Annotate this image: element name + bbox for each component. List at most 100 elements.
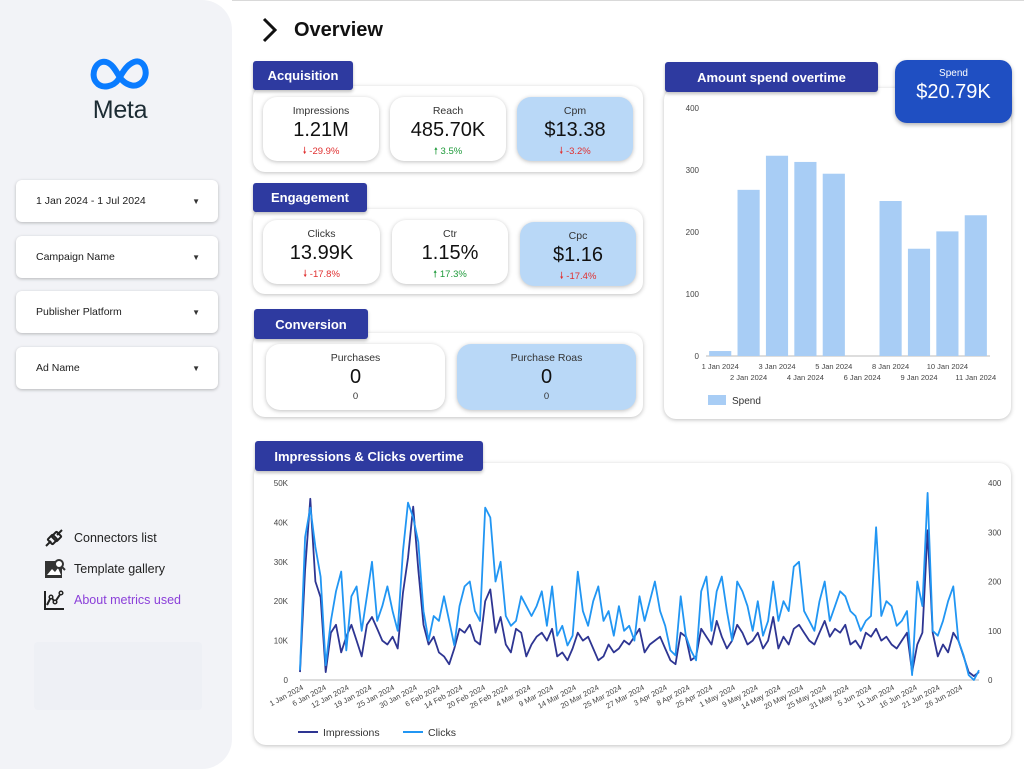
about-metrics-label: About metrics used — [74, 592, 181, 607]
engagement-section-title: Engagement — [253, 183, 367, 212]
empty-placeholder-box — [34, 642, 202, 710]
publisher-platform-label: Publisher Platform — [36, 306, 122, 318]
spend-bar — [737, 189, 760, 356]
spend-kpi-label: Spend — [939, 68, 968, 79]
spend-kpi-card: Spend $20.79K — [895, 60, 1012, 123]
left-axis-tick-label: 30K — [274, 558, 289, 567]
spend-chart-panel: 0 100 200 300 400 1 Jan 2024 2 Jan 2024 3 Jan 2… — [664, 88, 1011, 419]
ctr-label: Ctr — [443, 228, 457, 240]
y-axis-tick-label: 100 — [686, 290, 700, 299]
connectors-list-link[interactable]: Connectors list — [42, 522, 181, 553]
y-axis-tick-label: 200 — [686, 228, 700, 237]
spend-bar — [822, 173, 845, 356]
ctr-change: 🠕 17.3% — [433, 269, 467, 280]
chevron-right-icon[interactable] — [260, 16, 280, 44]
top-divider — [232, 0, 1024, 1]
publisher-platform-filter[interactable]: Publisher Platform ▼ — [16, 291, 218, 333]
campaign-name-label: Campaign Name — [36, 251, 115, 263]
reach-card: Reach 485.70K 🠕 3.5% — [390, 97, 506, 161]
spend-chart-title: Amount spend overtime — [665, 62, 878, 92]
dropdown-arrow-icon: ▼ — [192, 363, 200, 373]
clicks-value: 13.99K — [289, 242, 354, 264]
line-chart-title: Impressions & Clicks overtime — [255, 441, 483, 471]
spend-bar — [879, 201, 902, 356]
ctr-card: Ctr 1.15% 🠕 17.3% — [392, 220, 508, 284]
date-range-label: 1 Jan 2024 - 1 Jul 2024 — [36, 195, 146, 207]
connector-icon — [45, 528, 63, 547]
template-gallery-link[interactable]: Template gallery — [42, 553, 181, 584]
acquisition-panel: Impressions 1.21M 🠗 -29.9% Reach 485.70K… — [253, 86, 643, 172]
x-axis-tick-label: 5 Jan 2024 — [815, 362, 852, 371]
impressions-card: Impressions 1.21M 🠗 -29.9% — [263, 97, 379, 161]
spend-bar — [907, 248, 931, 356]
x-axis-tick-label: 4 Jan 2024 — [787, 373, 824, 382]
impressions-label: Impressions — [292, 105, 350, 117]
metrics-chart-icon — [44, 589, 64, 610]
y-axis-tick-label: 0 — [695, 352, 700, 361]
spend-bar — [709, 351, 732, 356]
engagement-panel: Clicks 13.99K 🠗 -17.8% Ctr 1.15% 🠕 17.3%… — [253, 209, 643, 294]
purchase-roas-sub-value: 0 — [543, 391, 550, 402]
gallery-icon — [45, 558, 66, 578]
clicks-label: Clicks — [307, 228, 336, 240]
about-metrics-link[interactable]: About metrics used — [42, 584, 181, 615]
acquisition-section-title: Acquisition — [253, 61, 353, 90]
spend-kpi-value: $20.79K — [916, 81, 991, 103]
impressions-change: 🠗 -29.9% — [302, 146, 340, 157]
x-axis-tick-label: 9 Jan 2024 — [900, 373, 937, 382]
purchases-card: Purchases 0 0 — [266, 344, 445, 410]
connectors-list-label: Connectors list — [74, 530, 157, 545]
left-axis-tick-label: 0 — [284, 676, 289, 685]
meta-wordmark: Meta — [92, 96, 148, 124]
legend-label-impressions: Impressions — [323, 727, 380, 739]
spend-bar — [765, 155, 789, 356]
sidebar: Meta 1 Jan 2024 - 1 Jul 2024 ▼ Campaign … — [0, 0, 232, 769]
right-axis-tick-label: 300 — [988, 528, 1002, 537]
campaign-name-filter[interactable]: Campaign Name ▼ — [16, 236, 218, 278]
x-axis-tick-label: 1 Jan 2024 — [702, 362, 739, 371]
legend-label-clicks: Clicks — [428, 727, 456, 739]
meta-logo: Meta — [80, 52, 160, 125]
x-axis-tick-label: 11 Jan 2024 — [955, 373, 996, 382]
right-axis-tick-label: 200 — [988, 578, 1002, 587]
impressions-series-line — [299, 497, 980, 678]
x-axis-tick-label: 2 Jan 2024 — [730, 373, 767, 382]
left-axis-tick-label: 50K — [274, 479, 289, 488]
purchases-sub-value: 0 — [352, 391, 359, 402]
purchase-roas-card: Purchase Roas 0 0 — [457, 344, 636, 410]
meta-infinity-icon — [90, 58, 149, 90]
reach-change: 🠕 3.5% — [433, 146, 463, 157]
x-axis-tick-label: 3 Jan 2024 — [758, 362, 795, 371]
ad-name-filter[interactable]: Ad Name ▼ — [16, 347, 218, 389]
x-axis-tick-label: 10 Jan 2024 — [927, 362, 968, 371]
page-header: Overview — [260, 16, 383, 44]
date-range-filter[interactable]: 1 Jan 2024 - 1 Jul 2024 ▼ — [16, 180, 218, 222]
cpm-card: Cpm $13.38 🠗 -3.2% — [517, 97, 633, 161]
impressions-value: 1.21M — [293, 119, 349, 141]
cpc-card: Cpc $1.16 🠗 -17.4% — [520, 222, 636, 286]
x-axis-tick-label: 6 Jan 2024 — [844, 373, 881, 382]
legend-swatch-spend — [708, 395, 726, 405]
spend-bar-chart: 0 100 200 300 400 1 Jan 2024 2 Jan 2024 3 Jan 2… — [686, 104, 997, 407]
clicks-card: Clicks 13.99K 🠗 -17.8% — [263, 220, 380, 284]
purchases-value: 0 — [349, 366, 362, 388]
dropdown-arrow-icon: ▼ — [192, 307, 200, 317]
cpc-change: 🠗 -17.4% — [559, 271, 597, 282]
y-axis-tick-label: 300 — [686, 166, 700, 175]
dropdown-arrow-icon: ▼ — [192, 252, 200, 262]
right-axis-tick-label: 100 — [988, 627, 1002, 636]
cpm-label: Cpm — [563, 105, 587, 117]
purchase-roas-value: 0 — [540, 366, 553, 388]
page-title: Overview — [294, 18, 383, 41]
cpc-label: Cpc — [568, 230, 588, 242]
x-axis-tick-label: 8 Jan 2024 — [872, 362, 909, 371]
ctr-value: 1.15% — [421, 242, 479, 264]
spend-bar — [936, 231, 959, 356]
legend-label-spend: Spend — [732, 396, 761, 407]
spend-bar — [964, 215, 987, 356]
spend-bar — [794, 161, 817, 356]
left-axis-tick-label: 10K — [274, 637, 289, 646]
reach-value: 485.70K — [410, 119, 486, 141]
clicks-series-line — [299, 491, 980, 681]
